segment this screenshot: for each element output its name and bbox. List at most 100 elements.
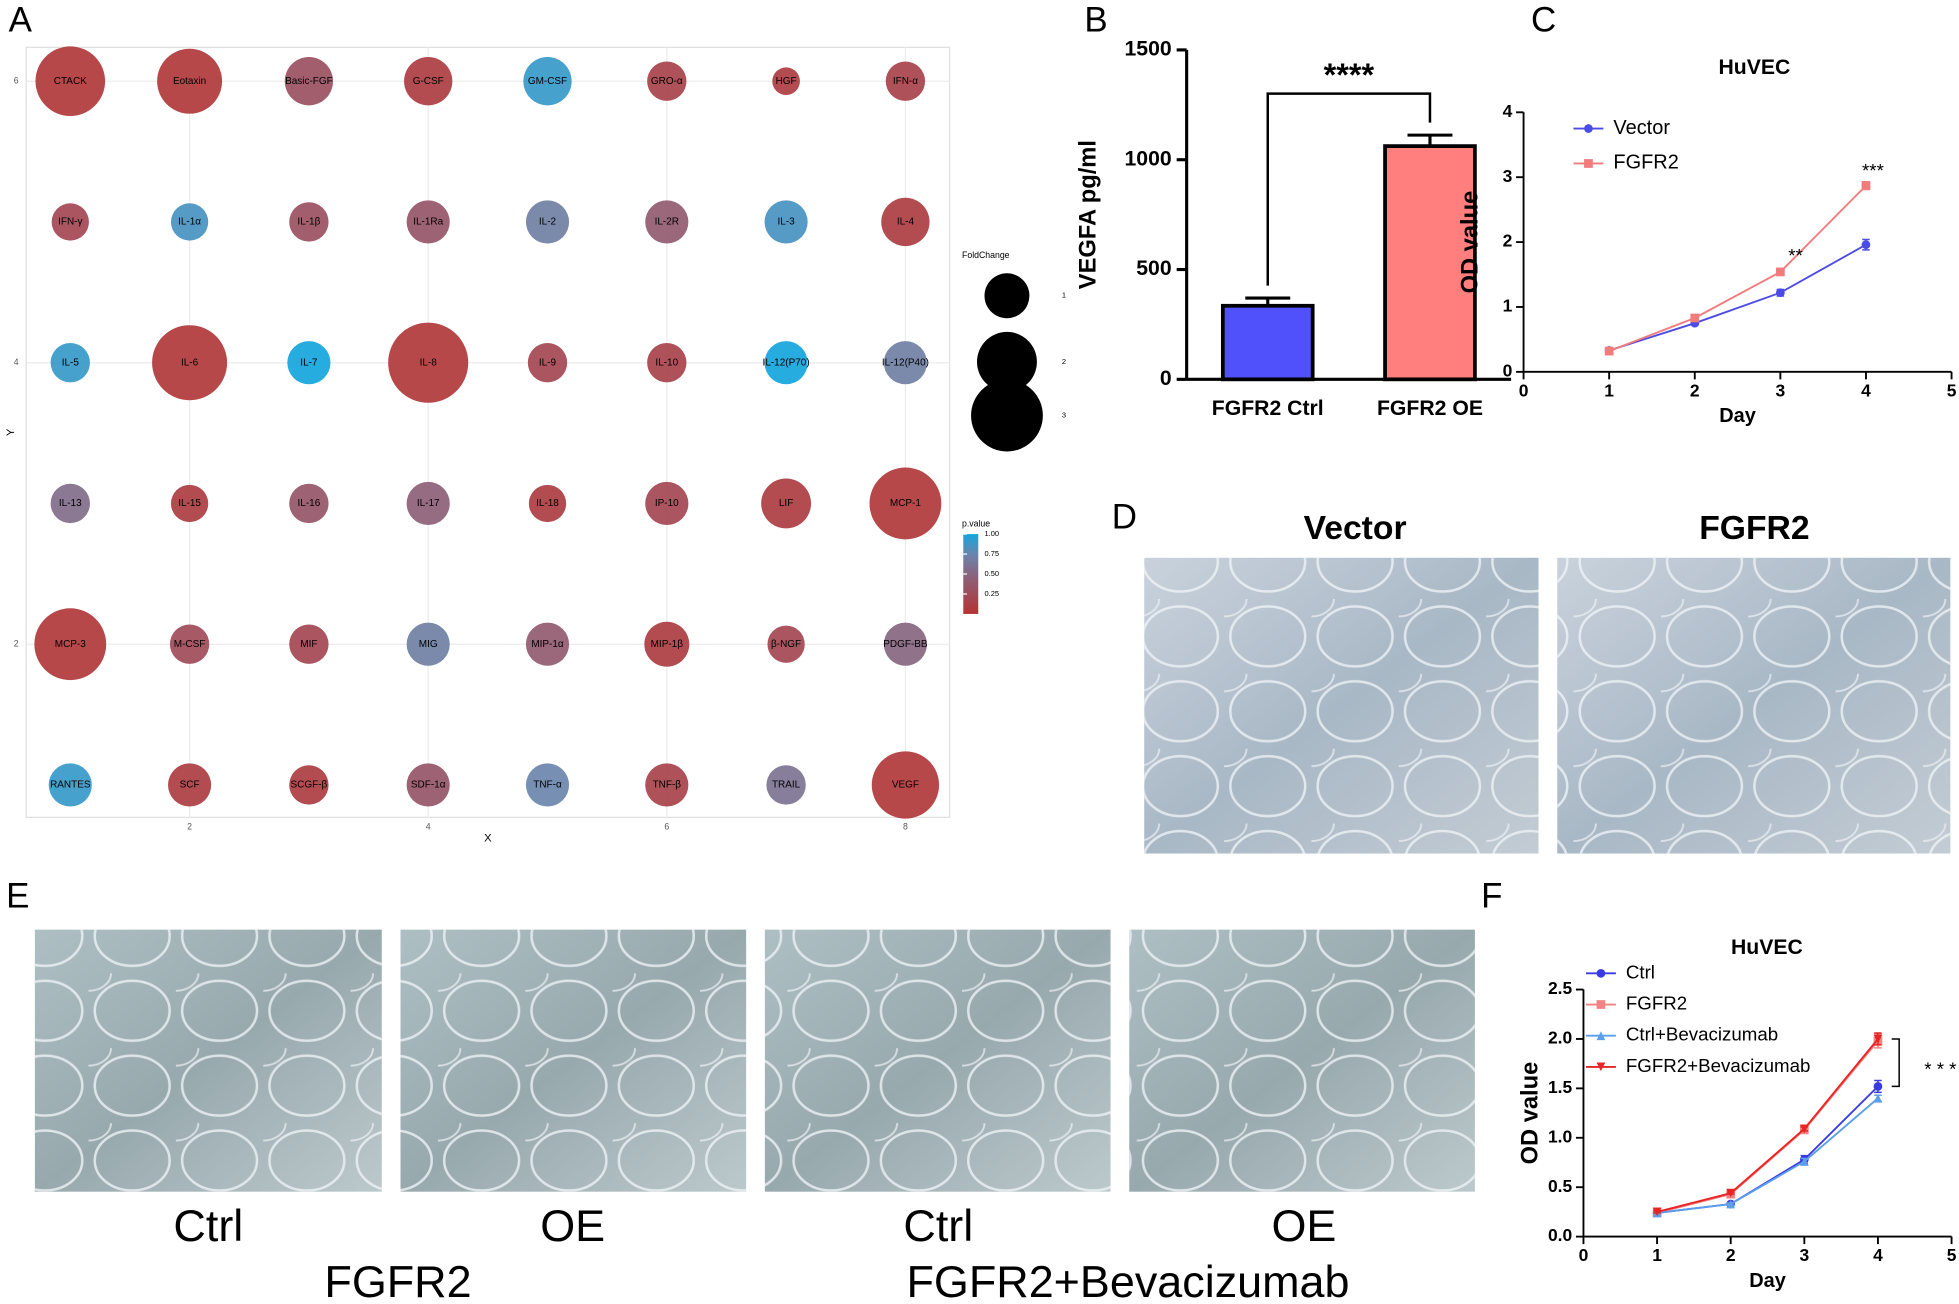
bubble (869, 467, 942, 540)
bubble-label: IL-8 (420, 357, 438, 368)
bubble-label: Eotaxin (173, 76, 206, 87)
y-tick-label: 1000 (1124, 147, 1171, 170)
legend-label: Vector (1613, 117, 1670, 139)
micrograph-texture (1557, 557, 1951, 854)
bubble (527, 343, 568, 383)
significance-bracket (1266, 92, 1432, 286)
bubble (287, 341, 331, 385)
bubble (528, 484, 567, 523)
bubble-label: IP-10 (655, 498, 679, 509)
bubble (406, 622, 450, 666)
chart-title: HuVEC (1718, 56, 1790, 79)
series-line (1656, 1038, 1879, 1213)
bubble-label: IFN-γ (58, 217, 82, 228)
bubble (48, 763, 92, 807)
panel-label: D (1112, 497, 1137, 536)
marker (1861, 240, 1871, 250)
bubble-label: Basic-FGF (285, 76, 333, 87)
bubble-label: TNF-β (653, 780, 682, 791)
bubble (388, 322, 469, 403)
x-tick-label: 2 (187, 822, 192, 832)
bubble-label: CTACK (54, 76, 87, 87)
bubble-label: IL-2 (539, 217, 557, 228)
bubble (289, 483, 329, 524)
marker (1776, 288, 1785, 298)
bubble-label: IL-12(P40) (882, 357, 929, 368)
chart-title: HuVEC (1731, 936, 1803, 959)
y-tick-label: 0.0 (1548, 1225, 1572, 1245)
bubble-label: MIG (419, 639, 438, 650)
bubble (35, 46, 106, 116)
marker (1873, 1034, 1883, 1044)
bubble-label: IFN-α (893, 76, 918, 87)
bubble-label: IL-13 (59, 498, 82, 509)
legend-label: Ctrl (1626, 961, 1655, 982)
panel-label: C (1531, 1, 1556, 40)
x-tick-label: 5 (1947, 380, 1957, 400)
bubble-label: IL-4 (897, 217, 915, 228)
bubble-label: IL-3 (778, 217, 796, 228)
x-tick-label: 4 (1873, 1245, 1883, 1265)
marker (1584, 159, 1593, 168)
y-tick-label: 1 (1503, 296, 1513, 316)
y-tick-label: 3 (1503, 166, 1513, 186)
micrograph-texture (400, 929, 747, 1192)
bubble-label: MCP-3 (55, 639, 86, 650)
bubble-label: IL-17 (417, 498, 440, 509)
y-axis-label: VEGFA pg/ml (1076, 140, 1102, 289)
legend-bubble (971, 379, 1043, 452)
marker (1584, 124, 1593, 133)
bubble (881, 197, 930, 247)
bubble-label: SDF-1α (411, 780, 446, 791)
bubble (404, 57, 453, 106)
y-tick-label: 4 (14, 357, 19, 367)
bubble (289, 624, 329, 664)
bubble (766, 765, 806, 805)
bubble-label: RANTES (50, 780, 91, 791)
x-tick-label: 3 (1776, 380, 1786, 400)
legend-title: p.value (962, 518, 990, 528)
bubble (647, 61, 687, 101)
bubble-label: IL-6 (181, 357, 199, 368)
legend-label: Ctrl+Bevacizumab (1626, 1024, 1778, 1045)
x-tick-label: 4 (1861, 380, 1871, 400)
x-tick-label: 3 (1799, 1245, 1809, 1265)
bubble (647, 343, 687, 383)
bubble (767, 625, 805, 663)
x-tick-label: 8 (903, 822, 908, 832)
bubble (761, 478, 812, 529)
significance-label: *** (1862, 160, 1884, 181)
y-tick-label: 1.5 (1548, 1077, 1573, 1097)
bubble (51, 203, 89, 241)
image-caption: Ctrl (903, 1200, 973, 1251)
image-caption: FGFR2 (1699, 510, 1809, 547)
colorbar-label: 1.00 (984, 529, 999, 538)
panel-label: F (1481, 877, 1502, 916)
x-tick-label: 2 (1690, 380, 1700, 400)
bubble (170, 203, 209, 241)
bubble (168, 763, 212, 807)
colorbar-label: 0.25 (984, 589, 999, 598)
bubble (34, 608, 107, 681)
x-axis-label: Day (1719, 405, 1756, 427)
y-tick-label: 0 (1503, 360, 1513, 380)
bubble-label: IL-1α (178, 217, 201, 228)
bubble-label: IL-15 (178, 498, 201, 509)
bubble-label: IL-1Ra (413, 217, 443, 228)
marker (1652, 1207, 1662, 1217)
x-tick-label: 1 (1652, 1245, 1662, 1265)
bubble-label: IL-9 (539, 357, 557, 368)
bubble-label: IL-18 (536, 498, 559, 509)
legend-bubble (977, 331, 1037, 392)
bubble (289, 202, 329, 242)
x-tick-label: FGFR2 OE (1377, 397, 1483, 420)
bubble-label: GM-CSF (528, 76, 567, 87)
bubble (169, 624, 210, 664)
x-tick-label: 0 (1519, 380, 1529, 400)
marker (1726, 1188, 1736, 1198)
bubble-label: IL-10 (655, 357, 678, 368)
bubble (170, 484, 209, 523)
y-tick-label: 0.5 (1548, 1176, 1573, 1196)
y-tick-label: 500 (1136, 257, 1171, 280)
bubble (523, 57, 572, 106)
